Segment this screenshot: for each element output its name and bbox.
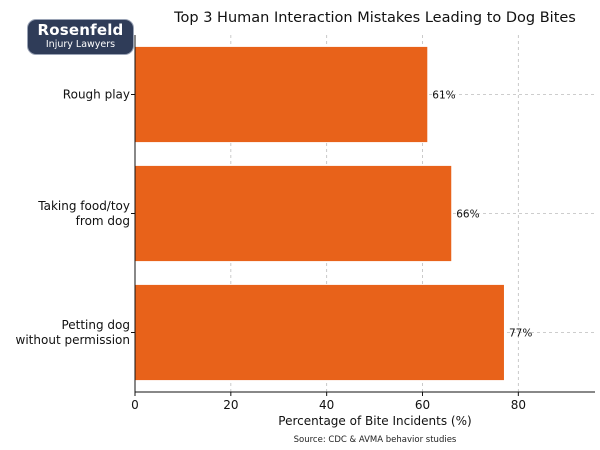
brand-logo: Rosenfeld Injury Lawyers bbox=[27, 19, 134, 55]
category-label: Rough play bbox=[63, 88, 130, 102]
source-note: Source: CDC & AVMA behavior studies bbox=[294, 435, 457, 445]
category-label: Petting dog bbox=[61, 318, 130, 332]
brand-tagline: Injury Lawyers bbox=[45, 39, 116, 50]
category-label: Taking food/toy bbox=[37, 199, 130, 213]
x-tick-label: 80 bbox=[511, 398, 526, 412]
bar bbox=[135, 284, 504, 381]
category-label: from dog bbox=[76, 214, 130, 228]
x-axis-label: Percentage of Bite Incidents (%) bbox=[278, 414, 471, 428]
bar bbox=[135, 46, 428, 143]
brand-name: Rosenfeld bbox=[37, 21, 124, 39]
bars: 61% 66% 77% bbox=[135, 46, 532, 381]
bar-value-label: 61% bbox=[432, 90, 455, 102]
x-tick-label: 40 bbox=[319, 398, 334, 412]
x-tick-label: 0 bbox=[131, 398, 139, 412]
bar bbox=[135, 165, 452, 262]
chart-title: Top 3 Human Interaction Mistakes Leading… bbox=[173, 10, 576, 26]
category-label: without permission bbox=[16, 333, 130, 347]
bar-value-label: 66% bbox=[456, 209, 479, 221]
x-tick-label: 60 bbox=[415, 398, 430, 412]
x-tick-label: 20 bbox=[223, 398, 238, 412]
bar-value-label: 77% bbox=[509, 328, 532, 340]
